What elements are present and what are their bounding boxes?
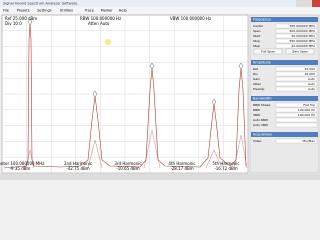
field-value: Auto bbox=[308, 82, 315, 86]
button-label: Zero Span bbox=[292, 50, 308, 54]
field-value: 25.000 bbox=[305, 67, 316, 71]
field-value: 100.000 Hz bbox=[298, 113, 316, 117]
marker-name: 3rd Harmonic bbox=[114, 161, 141, 166]
field-value: 100.000 Hz bbox=[298, 108, 316, 112]
field-value: Min/Max bbox=[302, 139, 315, 143]
section-title: Acquisition bbox=[253, 133, 272, 137]
field-label: RBW Shape bbox=[253, 103, 271, 107]
maximize-button[interactable] bbox=[304, 0, 312, 7]
atten: Atten Auto bbox=[88, 21, 110, 26]
section-header[interactable] bbox=[251, 17, 318, 22]
field-label: Atten bbox=[253, 82, 261, 86]
field-value: 50.000000 MHz bbox=[291, 34, 315, 38]
spectrum-trace bbox=[3, 23, 247, 169]
field-input[interactable] bbox=[275, 138, 318, 144]
div-scale: Div 10.0 bbox=[5, 21, 22, 26]
app-window: Signal Hound Spectrum Analyzer Software … bbox=[0, 0, 320, 180]
marker-name: 2nd Harmonic bbox=[64, 161, 92, 166]
marker-name: 4th Harmonic bbox=[168, 161, 195, 166]
marker-reading: -16.72 dBm bbox=[214, 166, 237, 171]
section-title: Frequency bbox=[253, 18, 271, 22]
marker[interactable] bbox=[92, 90, 98, 98]
menu-item[interactable]: Presets bbox=[17, 9, 30, 13]
field-label: Center bbox=[253, 24, 264, 28]
field-value: 10.000 bbox=[305, 72, 316, 76]
marker[interactable] bbox=[149, 62, 155, 70]
field-value: 300.000000 MHz bbox=[289, 24, 315, 28]
marker-reading: -42.75 dBm bbox=[66, 166, 89, 171]
field-label: Auto VBW bbox=[253, 123, 268, 127]
marker-reading: -9.35 dBm bbox=[10, 166, 31, 171]
trace-noise bbox=[25, 129, 248, 169]
field-label: Step bbox=[253, 44, 260, 48]
field-input[interactable] bbox=[275, 43, 318, 49]
field-value: 20.000000 MHz bbox=[291, 44, 315, 48]
section-header[interactable] bbox=[251, 60, 318, 65]
field-label: Preamp bbox=[253, 87, 265, 91]
menu-item[interactable]: File bbox=[3, 9, 9, 13]
status-bar bbox=[0, 174, 320, 180]
button-label: Full Span bbox=[261, 50, 275, 54]
field-label: Start bbox=[253, 34, 261, 38]
field-label: Auto RBW bbox=[253, 118, 268, 122]
field-label: VBW bbox=[253, 113, 260, 117]
field-label: Gain bbox=[253, 77, 260, 81]
section-header[interactable] bbox=[251, 132, 318, 137]
marker[interactable] bbox=[238, 62, 244, 70]
field-value: 500.000000 MHz bbox=[289, 29, 315, 33]
field-input[interactable] bbox=[275, 81, 318, 87]
menu-item[interactable]: Help bbox=[119, 9, 128, 13]
field-value: Auto bbox=[308, 77, 315, 81]
field-value: 550.000000 MHz bbox=[289, 39, 315, 43]
field-input[interactable] bbox=[275, 107, 318, 113]
marker[interactable] bbox=[211, 98, 217, 106]
menu-bar bbox=[0, 7, 320, 14]
field-input[interactable] bbox=[275, 33, 318, 39]
field-label: Ref bbox=[253, 67, 259, 71]
rbw: RBW 100.000000 Hz bbox=[80, 16, 121, 21]
field-value: Flat Top bbox=[303, 103, 315, 107]
section-header[interactable] bbox=[251, 96, 318, 101]
field-input[interactable] bbox=[275, 86, 318, 92]
ref-level: Ref 25.000 dBm bbox=[5, 16, 37, 21]
marker[interactable] bbox=[27, 18, 33, 26]
field-value: Auto bbox=[308, 87, 315, 91]
close-button[interactable] bbox=[312, 0, 320, 7]
section-title: Amplitude bbox=[253, 61, 271, 65]
field-input[interactable] bbox=[275, 28, 318, 34]
vbw: VBW 100.000000 Hz bbox=[170, 16, 211, 21]
menu-item[interactable]: Marker bbox=[101, 9, 114, 13]
marker-reading: -10.65 dBm bbox=[116, 166, 139, 171]
cursor-highlight bbox=[105, 39, 111, 45]
menu-item[interactable]: Settings bbox=[37, 9, 52, 13]
menu-item[interactable]: Utilities bbox=[60, 9, 73, 13]
field-input[interactable] bbox=[275, 102, 318, 108]
field-label: Div bbox=[253, 72, 258, 76]
field-input[interactable] bbox=[275, 117, 318, 123]
field-input[interactable] bbox=[275, 23, 318, 29]
minimize-button[interactable] bbox=[296, 0, 304, 7]
field-input[interactable] bbox=[275, 76, 318, 82]
field-label: Stop bbox=[253, 39, 260, 43]
field-input[interactable] bbox=[275, 38, 318, 44]
field-input[interactable] bbox=[275, 66, 318, 72]
marker-name: 5th Harmonic bbox=[212, 161, 239, 166]
menu-item[interactable]: Trace bbox=[84, 9, 94, 13]
marker-name: Center 100.000000 MHz bbox=[0, 161, 44, 166]
field-input[interactable] bbox=[275, 112, 318, 118]
window-title: Signal Hound Spectrum Analyzer Software bbox=[3, 2, 77, 6]
field-input[interactable] bbox=[275, 71, 318, 77]
button[interactable] bbox=[253, 48, 283, 55]
section-title: Bandwidth bbox=[253, 97, 272, 101]
button[interactable] bbox=[285, 48, 315, 55]
field-label: Video bbox=[253, 139, 262, 143]
field-input[interactable] bbox=[275, 122, 318, 128]
title-bar bbox=[0, 0, 320, 7]
marker-reading: -28.17 dBm bbox=[170, 166, 193, 171]
field-label: RBW bbox=[253, 108, 260, 112]
field-label: Span bbox=[253, 29, 261, 33]
